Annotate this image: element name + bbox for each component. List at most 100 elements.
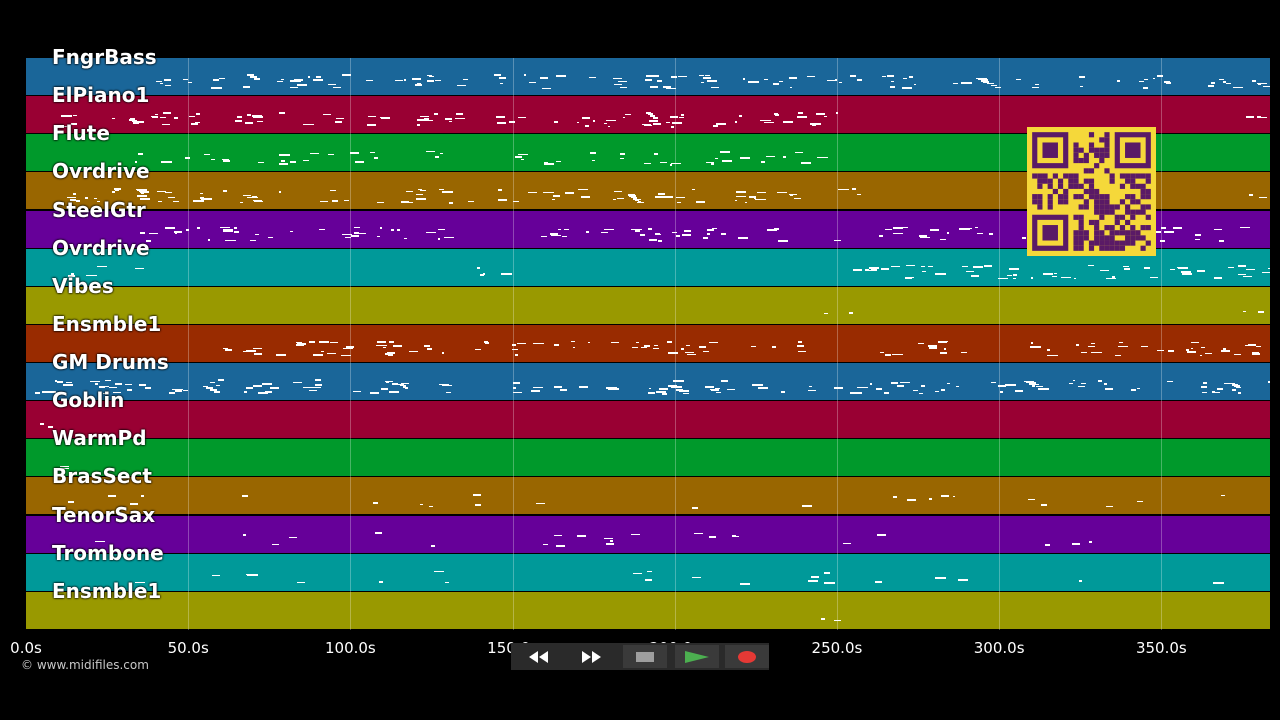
note-mark <box>427 80 434 82</box>
note-mark <box>208 239 211 241</box>
note-mark <box>550 234 562 237</box>
note-mark <box>708 341 718 344</box>
note-mark <box>920 385 926 387</box>
note-mark <box>1177 267 1188 270</box>
fast-forward-button[interactable] <box>569 645 613 668</box>
note-mark <box>497 189 503 191</box>
note-mark <box>1258 311 1264 313</box>
track-label: BrasSect <box>52 464 152 489</box>
note-mark <box>958 579 969 581</box>
note-mark <box>790 194 793 197</box>
note-mark <box>500 82 503 85</box>
note-mark <box>544 163 554 165</box>
note-mark <box>632 197 637 199</box>
stop-button[interactable] <box>623 645 667 668</box>
note-mark <box>1194 238 1201 241</box>
play-button[interactable] <box>675 645 719 668</box>
note-mark <box>704 386 714 388</box>
note-mark <box>439 152 443 155</box>
note-mark <box>679 390 689 392</box>
note-mark <box>798 112 803 114</box>
note-mark <box>665 87 676 90</box>
note-mark <box>701 81 705 84</box>
note-mark <box>692 576 702 579</box>
note-mark <box>606 543 614 545</box>
note-mark <box>401 382 410 385</box>
rewind-button[interactable] <box>517 645 561 668</box>
note-mark <box>790 86 793 89</box>
note-mark <box>760 119 767 122</box>
grid-line <box>512 58 514 630</box>
note-mark <box>876 534 886 536</box>
note-mark <box>296 581 306 584</box>
note-mark <box>54 380 58 382</box>
note-mark <box>800 162 811 164</box>
note-mark <box>100 386 104 388</box>
note-mark <box>536 502 546 505</box>
note-mark <box>134 161 137 163</box>
note-mark <box>267 236 274 239</box>
note-mark <box>148 232 158 235</box>
note-mark <box>281 160 286 162</box>
note-mark <box>405 190 414 193</box>
note-mark <box>706 161 714 164</box>
note-mark <box>773 113 778 115</box>
note-mark <box>1114 354 1122 357</box>
note-mark <box>616 197 624 200</box>
track-label: Trombone <box>52 540 164 565</box>
note-mark <box>509 121 516 123</box>
note-mark <box>656 75 660 77</box>
note-mark <box>665 121 670 124</box>
note-mark <box>914 83 917 86</box>
note-mark <box>625 113 632 116</box>
note-mark <box>1104 383 1107 385</box>
note-mark <box>824 115 827 118</box>
note-mark <box>892 227 904 229</box>
note-mark <box>41 391 53 393</box>
note-mark <box>144 387 152 389</box>
note-mark <box>1144 78 1149 81</box>
note-mark <box>499 77 507 79</box>
note-mark <box>809 385 812 388</box>
note-mark <box>107 495 117 497</box>
note-mark <box>200 192 203 195</box>
note-mark <box>929 498 932 500</box>
note-mark <box>869 267 879 269</box>
note-mark <box>330 341 338 344</box>
note-mark <box>644 345 650 347</box>
note-mark <box>145 240 151 242</box>
note-mark <box>865 269 873 272</box>
note-mark <box>797 341 802 343</box>
note-mark <box>1169 268 1175 271</box>
note-mark <box>498 199 507 201</box>
note-mark <box>174 232 177 235</box>
note-mark <box>1186 349 1190 351</box>
note-mark <box>794 151 804 154</box>
note-mark <box>1211 82 1215 84</box>
note-mark <box>314 384 323 386</box>
note-mark <box>250 239 256 242</box>
note-mark <box>838 188 850 191</box>
note-mark <box>887 75 894 77</box>
note-mark <box>1234 353 1241 356</box>
record-button[interactable] <box>725 645 769 668</box>
note-mark <box>517 342 527 345</box>
note-mark <box>882 75 887 78</box>
note-mark <box>111 117 115 120</box>
note-mark <box>441 352 445 354</box>
note-mark <box>497 122 506 124</box>
note-mark <box>1130 389 1137 391</box>
note-mark <box>620 157 625 160</box>
note-mark <box>644 79 652 81</box>
note-mark <box>1028 498 1035 501</box>
note-mark <box>880 351 885 354</box>
note-mark <box>643 124 653 127</box>
note-mark <box>254 233 260 236</box>
note-mark <box>1246 116 1254 118</box>
note-mark <box>817 156 828 159</box>
note-mark <box>370 392 380 394</box>
note-mark <box>529 81 537 84</box>
note-mark <box>640 234 646 236</box>
note-mark <box>477 267 480 269</box>
note-mark <box>777 191 788 194</box>
